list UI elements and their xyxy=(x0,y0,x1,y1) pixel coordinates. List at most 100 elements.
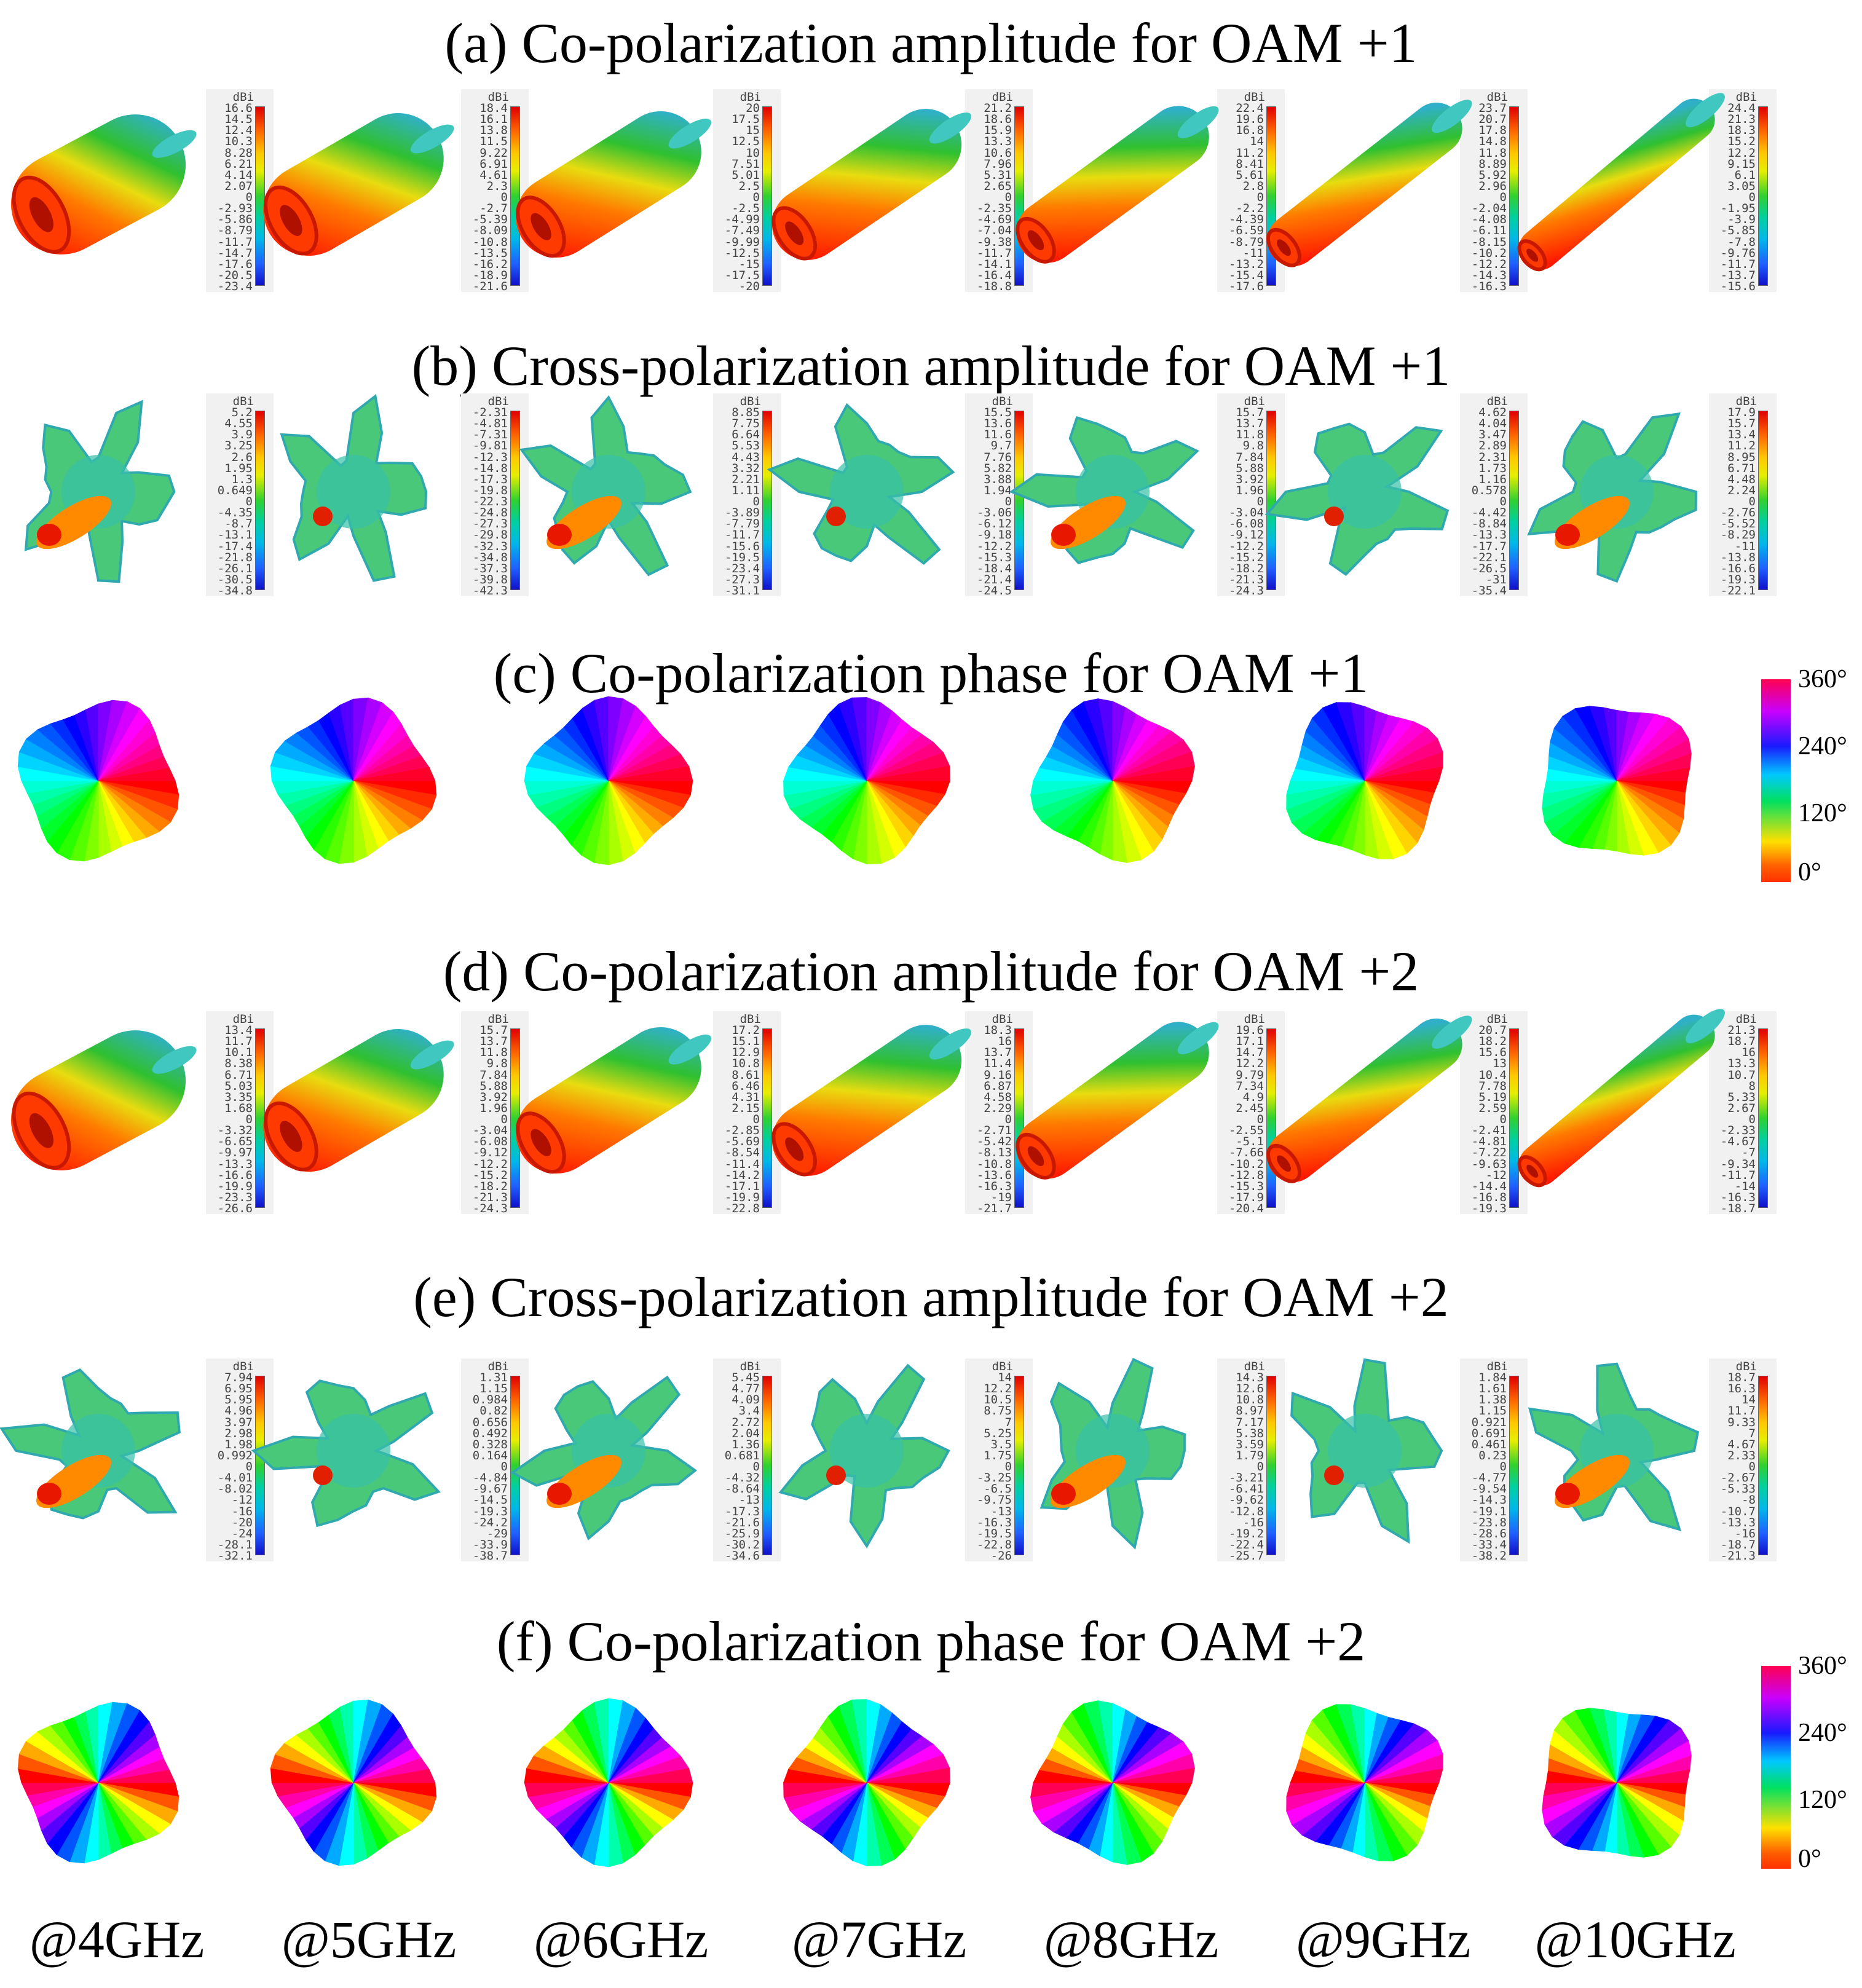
colorbar: dBi 21.3 18.7 16 13.3 10.7 8 5.33 2.67 0 -2.33 -4.6… xyxy=(1709,1011,1777,1215)
colorbar-tick-label: 8 xyxy=(1748,1079,1756,1093)
radiation-pattern xyxy=(1264,422,1450,577)
colorbar-tick-label: 2.6 xyxy=(231,450,253,464)
colorbar-tick-label: -23.3 xyxy=(217,1190,253,1204)
radiation-pattern xyxy=(519,395,692,577)
radiation-pattern xyxy=(771,1025,972,1177)
colorbar-tick-label: 0 xyxy=(1004,1113,1012,1126)
colorbar-tick-label: 1.61 xyxy=(1478,1382,1507,1396)
colorbar-tick-label: 15.7 xyxy=(479,1024,508,1037)
colorbar-tick-label: 13.4 xyxy=(1727,428,1756,442)
colorbar-tick-label: 18.6 xyxy=(984,112,1012,127)
colorbar-tick-label: -11.4 xyxy=(724,1157,760,1171)
colorbar-tick-label: 5.61 xyxy=(1236,168,1264,182)
colorbar: dBi 24.4 21.3 18.3 15.2 12.2 9.15 6.1 3.05 0 -1.95… xyxy=(1709,89,1777,293)
colorbar-tick-label: -15.2 xyxy=(1228,550,1264,564)
colorbar-tick-label: -3.04 xyxy=(472,1124,508,1138)
colorbar-tick-label: -21.3 xyxy=(1720,1549,1756,1563)
colorbar-unit: dBi xyxy=(487,1012,509,1026)
radiation-pattern xyxy=(783,1698,951,1867)
colorbar-tick-label: -19.9 xyxy=(217,1179,253,1193)
colorbar-tick-label: 10.8 xyxy=(1236,1393,1264,1407)
colorbar-tick-label: 2.59 xyxy=(1478,1101,1507,1115)
colorbar-tick-label: 1.96 xyxy=(1236,483,1264,497)
colorbar-tick-label: 23.7 xyxy=(1478,101,1507,115)
colorbar-tick-label: 17.2 xyxy=(732,1024,760,1037)
colorbar-tick-label: -10.8 xyxy=(472,235,508,249)
radiation-pattern xyxy=(270,697,437,864)
colorbar-tick-label: 4.04 xyxy=(1478,417,1507,431)
colorbar-tick-label: -2.5 xyxy=(732,202,760,216)
colorbar-tick-label: -8.64 xyxy=(724,1482,760,1496)
colorbar-tick-label: -4.99 xyxy=(724,213,760,227)
colorbar-tick-label: 14.7 xyxy=(1236,1046,1264,1060)
colorbar-tick-label: -16.6 xyxy=(217,1168,253,1182)
colorbar-tick-label: -13.6 xyxy=(976,1168,1012,1182)
colorbar-tick-label: 13.8 xyxy=(479,124,508,138)
colorbar-tick-label: -37.3 xyxy=(472,561,508,575)
colorbar-tick-label: 13.6 xyxy=(984,417,1012,431)
colorbar-tick-label: 7.84 xyxy=(1236,450,1264,464)
colorbar-tick-label: 17.5 xyxy=(732,112,760,127)
colorbar-tick-label: -3.89 xyxy=(724,506,760,520)
colorbar-tick-label: 0 xyxy=(1256,495,1264,508)
colorbar-tick-label: -19.1 xyxy=(1471,1504,1507,1518)
colorbar-tick-label: 0.992 xyxy=(217,1448,253,1462)
colorbar-tick-label: -13 xyxy=(990,1504,1012,1518)
colorbar-tick-label: -4.35 xyxy=(217,506,253,520)
colorbar-tick-label: -27.3 xyxy=(472,517,508,531)
colorbar-unit: dBi xyxy=(1735,1012,1757,1026)
colorbar: dBi 20 17.5 15 12.5 10 7.51 5.01 2.5 0 -2.5 -4.99 -7… xyxy=(713,89,781,293)
colorbar-tick-label: 12.5 xyxy=(732,135,760,149)
colorbar-tick-label: -12.2 xyxy=(976,539,1012,553)
colorbar-tick-label: -17.7 xyxy=(1471,539,1507,553)
colorbar-tick-label: 2.67 xyxy=(1727,1101,1756,1115)
colorbar: dBi 18.4 16.1 13.8 11.5 9.22 6.91 4.61 2.3 0 -2.7-… xyxy=(461,89,529,293)
radiation-pattern xyxy=(1286,702,1443,859)
colorbar-tick-label: 0 xyxy=(1499,495,1507,508)
colorbar-tick-label: -4.67 xyxy=(1720,1135,1756,1149)
radiation-pattern xyxy=(1286,1704,1443,1861)
colorbar-tick-label: 18.2 xyxy=(1478,1035,1507,1049)
colorbar-tick-label: 0 xyxy=(245,1460,253,1473)
colorbar-unit: dBi xyxy=(487,90,509,104)
colorbar-tick-label: -30.2 xyxy=(724,1537,760,1552)
colorbar-tick-label: -9.18 xyxy=(976,528,1012,542)
colorbar-unit: dBi xyxy=(1486,1360,1508,1373)
colorbar-tick-label: -16.2 xyxy=(472,257,508,271)
colorbar-tick-label: -12.8 xyxy=(1228,1504,1264,1518)
colorbar-tick-label: 5.82 xyxy=(984,461,1012,475)
colorbar-tick-label: 2.89 xyxy=(1478,439,1507,453)
colorbar-tick-label: 1.68 xyxy=(224,1101,253,1115)
colorbar-tick-label: -7 xyxy=(1742,1146,1756,1160)
colorbar-tick-label: -13.3 xyxy=(1720,1515,1756,1529)
colorbar-tick-label: 4.62 xyxy=(1478,406,1507,419)
colorbar-gradient xyxy=(1758,106,1768,286)
colorbar-tick-label: 15.5 xyxy=(984,406,1012,419)
colorbar: dBi 15.7 13.7 11.8 9.8 7.84 5.88 3.92 1.96 0 -3.04… xyxy=(1217,393,1285,598)
colorbar-tick-label: 18.3 xyxy=(984,1024,1012,1037)
colorbar-tick-label: 18.4 xyxy=(479,101,508,115)
colorbar-tick-label: -20.5 xyxy=(217,268,253,282)
colorbar-tick-label: -15.6 xyxy=(1720,280,1756,293)
colorbar-tick-label: -19.5 xyxy=(724,550,760,564)
colorbar-tick-label: 3.9 xyxy=(231,428,253,442)
colorbar-gradient xyxy=(510,106,520,286)
colorbar-tick-label: -8.79 xyxy=(1228,235,1264,249)
colorbar-tick-label: -22.3 xyxy=(472,495,508,508)
colorbar-tick-label: 22.4 xyxy=(1236,101,1264,115)
radiation-pattern xyxy=(10,1030,197,1170)
colorbar-tick-label: 9.33 xyxy=(1727,1415,1756,1429)
colorbar-tick-label: 7 xyxy=(1748,1426,1756,1440)
colorbar-tick-label: 12.2 xyxy=(984,1382,1012,1396)
colorbar-tick-label: -6.08 xyxy=(472,1135,508,1149)
colorbar-tick-label: -32.3 xyxy=(472,539,508,553)
colorbar-tick-label: 5.92 xyxy=(1478,168,1507,182)
colorbar-tick-label: 7.75 xyxy=(732,417,760,431)
colorbar-tick-label: 14 xyxy=(1742,1393,1756,1407)
colorbar-tick-label: -2.71 xyxy=(976,1124,1012,1138)
colorbar-tick-label: -16.3 xyxy=(1471,280,1507,293)
colorbar-unit: dBi xyxy=(740,1360,761,1373)
colorbar-tick-label: 0 xyxy=(1748,1113,1756,1126)
colorbar-tick-label: -2.55 xyxy=(1228,1124,1264,1138)
colorbar-unit: dBi xyxy=(1735,395,1757,408)
